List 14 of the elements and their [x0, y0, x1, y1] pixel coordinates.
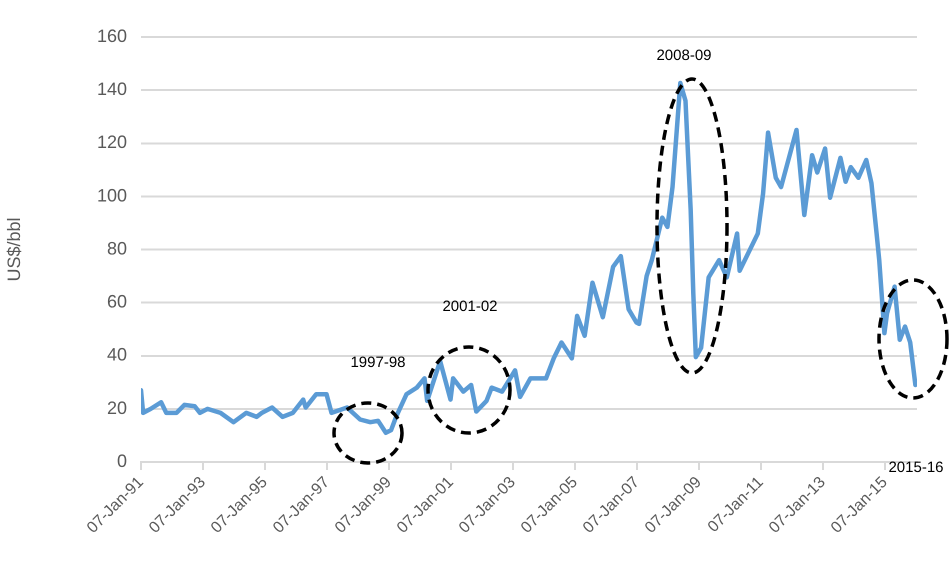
y-tick-label: 140: [96, 79, 127, 100]
y-tick-label: 100: [96, 185, 127, 206]
y-tick-label: 60: [106, 292, 127, 312]
annotation: 1997-98: [350, 354, 406, 372]
annotation: 2001-02: [442, 298, 498, 316]
y-tick-label: 20: [106, 398, 127, 418]
y-tick-label: 80: [106, 238, 127, 258]
y-tick-label: 120: [96, 132, 127, 152]
annotation: 2015-16: [888, 459, 944, 476]
y-tick-label: 40: [106, 344, 127, 365]
y-axis-title: US$/bbl: [4, 217, 24, 282]
annotation: 2008-09: [656, 47, 712, 64]
y-tick-label: 0: [116, 450, 127, 471]
y-tick-label: 160: [96, 26, 127, 46]
